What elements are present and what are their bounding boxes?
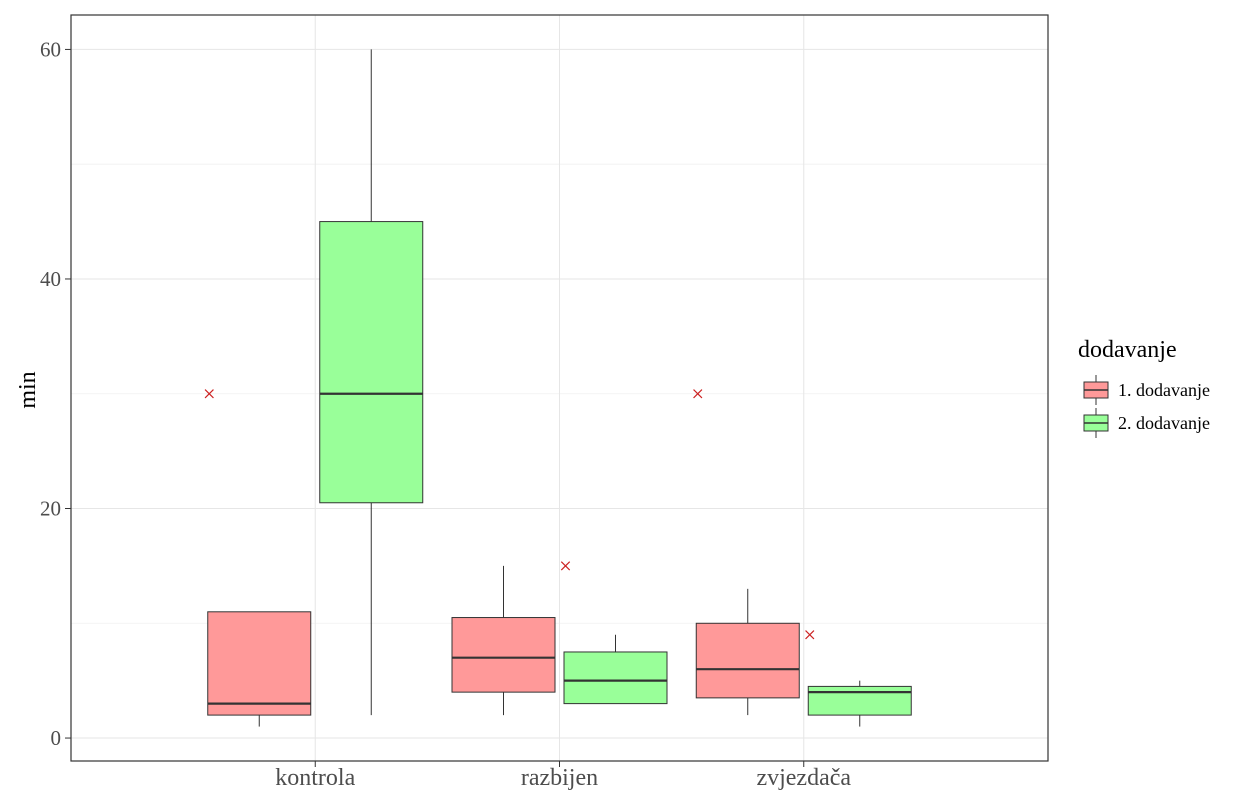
box-layer	[204, 49, 912, 727]
y-axis-title: min	[15, 371, 41, 408]
mean-marker-stroke-b	[693, 389, 703, 399]
legend-label: 2. dodavanje	[1118, 413, 1210, 433]
y-tick-label: 20	[40, 497, 61, 521]
box	[451, 617, 556, 693]
box	[695, 622, 800, 699]
box	[319, 221, 424, 504]
mean-marker-stroke-b	[204, 389, 214, 399]
mean-marker-stroke-b	[560, 561, 571, 571]
box	[807, 685, 912, 716]
box	[563, 651, 668, 705]
y-tick-label: 40	[40, 267, 61, 291]
axis-layer: 0 20 40 60 kontrola razbijen zvjezdača min	[15, 14, 1049, 791]
x-tick-label: razbijen	[521, 765, 598, 791]
y-tick-label: 60	[40, 37, 61, 61]
box	[207, 611, 312, 716]
legend: dodavanje 1. dodavanje 2. dodavanje	[1078, 337, 1210, 438]
mean-marker-stroke-b	[805, 630, 815, 640]
legend-title: dodavanje	[1078, 337, 1177, 363]
x-tick-label: zvjezdača	[756, 765, 851, 791]
x-tick-label: kontrola	[275, 765, 355, 791]
legend-label: 1. dodavanje	[1118, 380, 1210, 400]
y-tick-label: 0	[51, 726, 62, 750]
